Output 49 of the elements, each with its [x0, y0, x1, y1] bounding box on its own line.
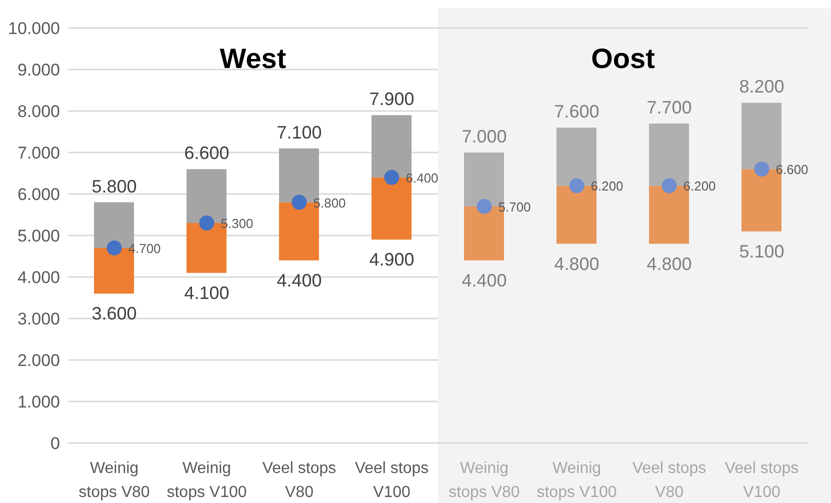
- annotation: 4.900: [369, 250, 414, 270]
- annotation: 4.400: [462, 270, 507, 290]
- data-label: 6.400: [406, 170, 438, 186]
- data-label: 6.200: [683, 178, 716, 194]
- y-tick-label: 7.000: [17, 144, 60, 163]
- y-tick-label: 2.000: [17, 351, 60, 370]
- annotation: 5.800: [92, 176, 137, 196]
- text: Oost: [591, 43, 655, 74]
- annotation: 7.700: [646, 97, 692, 118]
- annotation: 6.600: [184, 143, 230, 164]
- data-label: 6.200: [590, 178, 624, 194]
- y-tick-label: 5.000: [17, 226, 60, 246]
- annotation: 4.400: [276, 270, 322, 290]
- text: West: [220, 43, 286, 74]
- point: [292, 194, 307, 210]
- x-tick-label: Weinig stops V80: [78, 460, 150, 501]
- annotation: 4.800: [646, 254, 692, 274]
- x-tick-label: Weinig stops V100: [536, 460, 617, 501]
- annotation: 4.800: [554, 254, 600, 274]
- x-tick-label: Weinig stops V100: [166, 460, 247, 501]
- y-tick-label: 8.000: [17, 102, 60, 122]
- annotation: 7.900: [369, 89, 414, 110]
- x-tick-label: Veel stops V100: [354, 460, 429, 501]
- x-tick-label: Veel stops V80: [262, 460, 336, 501]
- point: [199, 216, 214, 231]
- annotation: 3.600: [92, 304, 137, 324]
- x-tick-label: Veel stops V80: [632, 460, 706, 501]
- y-tick-label: 4.000: [17, 268, 60, 288]
- point: [106, 240, 122, 256]
- data-label: 5.700: [498, 199, 531, 214]
- y-tick-label: 9.000: [17, 60, 60, 80]
- data-label: 5.300: [220, 216, 254, 232]
- annotation: 8.200: [739, 76, 784, 97]
- data-label: 4.700: [128, 240, 161, 256]
- y-tick-label: 1.000: [17, 392, 60, 412]
- annotation: 7.100: [276, 122, 322, 142]
- x-tick-label: Weinig stops V80: [448, 460, 520, 501]
- y-tick-label: 6.000: [17, 185, 60, 204]
- data-label: 5.800: [313, 195, 346, 210]
- annotation: 5.100: [739, 241, 784, 262]
- annotation: 4.100: [184, 282, 230, 303]
- point: [384, 170, 400, 185]
- annotation: 7.000: [462, 126, 507, 146]
- data-label: 6.600: [776, 162, 808, 178]
- x-tick-label: Veel stops V100: [724, 460, 799, 501]
- y-tick-label: 0: [50, 434, 60, 454]
- y-tick-label: 3.000: [17, 310, 60, 329]
- annotation: 7.600: [554, 102, 600, 122]
- y-tick-label: 10.000: [8, 19, 60, 38]
